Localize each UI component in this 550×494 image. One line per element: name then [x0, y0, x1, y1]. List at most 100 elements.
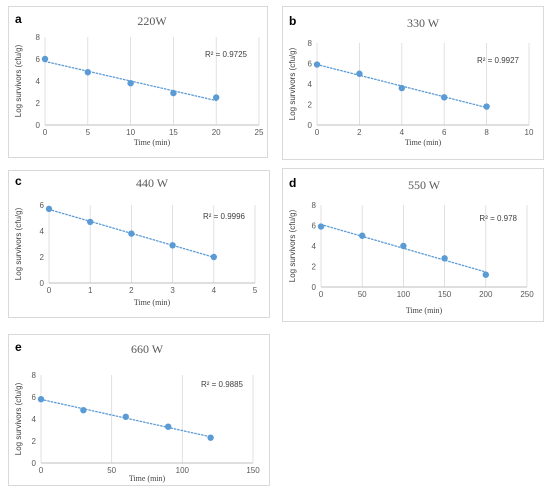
chart-e-panel-letter: e	[15, 340, 22, 354]
chart-c-xtick-label-1: 1	[88, 286, 93, 295]
chart-e-title: 660 W	[131, 342, 164, 356]
chart-d-ytick-label-3: 6	[312, 222, 317, 231]
chart-c-ytick-label-0: 0	[40, 279, 45, 288]
chart-b-data-point-0	[313, 61, 321, 68]
chart-c-xtick-label-4: 4	[212, 286, 217, 295]
chart-c-xtick-label-0: 0	[47, 286, 52, 295]
chart-a-panel-letter: a	[15, 12, 22, 26]
chart-a-ytick-label-1: 2	[36, 99, 41, 108]
chart-d-data-point-4	[482, 271, 489, 278]
chart-a-data-point-4	[213, 94, 220, 101]
chart-d-data-point-1	[359, 232, 366, 239]
chart-c-data-point-2	[128, 230, 135, 237]
chart-b-data-point-3	[441, 94, 448, 101]
chart-c-data-point-0	[45, 205, 53, 213]
chart-e-r2-label: R² = 0.9885	[201, 380, 244, 389]
chart-a-svg: a 220W 0 5 10 15 20 25 0 2 4 6 8 Time (min) Log surviv…	[14, 12, 264, 147]
chart-c-xtick-label-5: 5	[253, 286, 258, 295]
chart-e-ylabel: Log survivors (cfu/g)	[14, 382, 23, 455]
chart-d-ytick-label-0: 0	[312, 283, 317, 292]
chart-e-xtick-label-0: 0	[39, 466, 44, 475]
chart-d-r2-label: R² = 0.978	[479, 214, 517, 223]
chart-d-xtick-label-0: 0	[319, 290, 324, 299]
chart-a-xlabel: Time (min)	[134, 138, 171, 147]
chart-b-ytick-label-2: 4	[308, 80, 313, 89]
chart-e-ytick-label-2: 4	[32, 415, 37, 424]
chart-a-xtick-label-5: 25	[255, 128, 264, 137]
chart-d-ytick-label-2: 4	[312, 242, 317, 251]
chart-d-xtick-label-3: 150	[438, 290, 452, 299]
chart-d-xtick-label-1: 50	[358, 290, 367, 299]
chart-a-xtick-label-4: 20	[212, 128, 221, 137]
chart-e-ytick-label-4: 8	[32, 371, 37, 380]
chart-d-xtick-label-2: 100	[397, 290, 411, 299]
chart-e-trendline	[40, 398, 212, 438]
chart-panel-a: a 220W 0 5 10 15 20 25 0 2 4 6 8 Time (min) Log surviv…	[8, 6, 268, 158]
chart-b-ytick-label-0: 0	[308, 121, 313, 130]
chart-a-ylabel: Log survivors (cfu/g)	[14, 44, 23, 117]
chart-a-xtick-label-0: 0	[43, 128, 48, 137]
chart-c-svg: c 440 W 0 1 2 3 4 5 0 2 4 6 Time (min) Log survivors …	[14, 174, 258, 307]
chart-c-data-point-1	[87, 218, 94, 226]
chart-panel-c: c 440 W 0 1 2 3 4 5 0 2 4 6 Time (min) Log survivors …	[8, 170, 270, 318]
chart-b-data-point-4	[483, 103, 490, 110]
chart-e-data-point-3	[165, 423, 172, 430]
chart-e-ytick-label-0: 0	[32, 459, 37, 468]
chart-b-xtick-label-4: 8	[484, 128, 489, 137]
chart-e-data-point-1	[80, 407, 87, 414]
chart-c-r2-label: R² = 0.9996	[203, 212, 246, 221]
chart-c-ytick-label-3: 6	[40, 201, 45, 210]
chart-panel-d: d 550 W 0 50 100 150 200 250 0 2 4 6 8 Time (min) Log …	[282, 168, 544, 322]
chart-d-panel-letter: d	[289, 176, 296, 190]
chart-e-svg: e 660 W 0 50 100 150 0 2 4 6 8 Time (min) Log surviv…	[14, 340, 260, 483]
chart-d-ytick-label-4: 8	[312, 201, 317, 210]
chart-b-ylabel: Log survivors (cfu/g)	[288, 47, 297, 120]
chart-b-ytick-label-3: 6	[308, 60, 313, 69]
chart-d-data-point-2	[400, 242, 407, 250]
chart-a-ytick-label-2: 4	[36, 77, 41, 86]
chart-c-xlabel: Time (min)	[134, 298, 171, 307]
chart-a-xtick-label-1: 5	[86, 128, 91, 137]
chart-d-xtick-label-4: 200	[479, 290, 493, 299]
chart-c-ytick-label-2: 4	[40, 227, 45, 236]
chart-a-data-point-2	[127, 80, 134, 87]
chart-b-svg: b 330 W 0 2 4 6 8 10 0 2 4 6 8 Time (min) Log survivor…	[288, 14, 534, 147]
chart-b-ytick-label-1: 2	[308, 101, 313, 110]
chart-b-xtick-label-5: 10	[525, 128, 534, 137]
chart-b-xtick-label-0: 0	[315, 128, 320, 137]
chart-d-ytick-label-1: 2	[312, 263, 317, 272]
chart-b-xtick-label-3: 6	[442, 128, 447, 137]
chart-d-ylabel: Log survivors (cfu/g)	[288, 209, 297, 282]
chart-a-xtick-label-2: 10	[126, 128, 135, 137]
chart-b-title: 330 W	[407, 16, 440, 30]
chart-a-title: 220W	[137, 14, 167, 28]
chart-c-xtick-label-3: 3	[170, 286, 175, 295]
chart-a-ytick-label-3: 6	[36, 55, 41, 64]
chart-d-svg: d 550 W 0 50 100 150 200 250 0 2 4 6 8 Time (min) Log …	[288, 176, 534, 315]
chart-e-ytick-label-3: 6	[32, 393, 37, 402]
chart-c-title: 440 W	[136, 176, 169, 190]
chart-c-ytick-label-1: 2	[40, 253, 45, 262]
chart-e-data-point-0	[37, 396, 45, 403]
chart-e-xtick-label-1: 50	[107, 466, 116, 475]
chart-b-panel-letter: b	[289, 14, 296, 28]
chart-a-xtick-label-3: 15	[169, 128, 178, 137]
chart-a-data-point-1	[84, 69, 92, 76]
chart-d-xlabel: Time (min)	[406, 306, 443, 315]
chart-c-panel-letter: c	[15, 174, 22, 188]
chart-c-data-point-3	[169, 242, 176, 249]
chart-e-xtick-label-2: 100	[176, 466, 190, 475]
chart-e-xtick-label-3: 150	[246, 466, 260, 475]
chart-a-r2-label: R² = 0.9725	[205, 50, 248, 59]
chart-c-data-point-4	[210, 253, 217, 261]
chart-b-data-point-1	[356, 70, 363, 77]
chart-a-data-point-3	[170, 89, 177, 97]
chart-b-xlabel: Time (min)	[405, 138, 442, 147]
chart-a-data-point-0	[41, 55, 49, 63]
chart-c-ylabel: Log survivors (cfu/g)	[14, 207, 23, 280]
chart-panel-e: e 660 W 0 50 100 150 0 2 4 6 8 Time (min) Log surviv…	[8, 334, 270, 486]
chart-d-data-point-0	[317, 223, 325, 230]
chart-a-ytick-label-0: 0	[36, 121, 41, 130]
chart-c-xtick-label-2: 2	[129, 286, 134, 295]
chart-e-data-point-2	[122, 413, 129, 420]
